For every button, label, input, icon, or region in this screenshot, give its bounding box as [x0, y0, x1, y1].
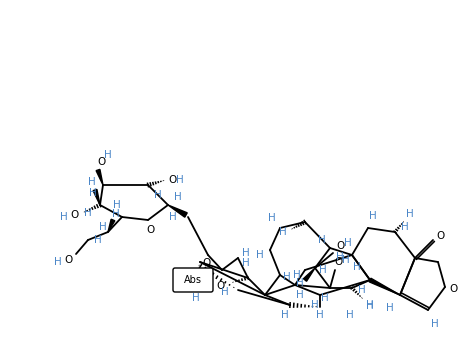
Text: H: H — [366, 300, 374, 310]
Text: H: H — [242, 248, 250, 258]
Text: H: H — [174, 192, 182, 202]
Text: H: H — [88, 177, 96, 187]
Text: H: H — [386, 303, 394, 313]
Text: H: H — [99, 222, 107, 232]
Text: H: H — [406, 209, 414, 219]
Text: O: O — [168, 175, 176, 185]
Text: H: H — [268, 213, 276, 223]
Text: O: O — [70, 210, 78, 220]
Text: H: H — [242, 258, 250, 268]
Text: O: O — [146, 225, 154, 235]
Text: H: H — [319, 265, 327, 275]
Text: H: H — [344, 238, 352, 248]
Polygon shape — [304, 268, 315, 281]
Text: H: H — [296, 278, 304, 288]
Text: H: H — [358, 285, 366, 295]
Text: H: H — [281, 310, 289, 320]
Text: O: O — [449, 284, 457, 294]
Text: O: O — [334, 257, 342, 267]
Text: O: O — [216, 281, 224, 291]
Text: H: H — [192, 293, 200, 303]
Text: H: H — [279, 227, 287, 237]
Text: Abs: Abs — [184, 275, 202, 285]
Polygon shape — [168, 205, 187, 217]
Polygon shape — [93, 189, 100, 205]
Text: H: H — [221, 287, 229, 297]
Text: H: H — [84, 208, 92, 218]
Text: H: H — [316, 310, 324, 320]
Text: H: H — [169, 212, 177, 222]
Polygon shape — [108, 219, 115, 232]
Text: H: H — [104, 150, 112, 160]
FancyBboxPatch shape — [173, 268, 213, 292]
Text: H: H — [154, 190, 162, 200]
Text: O: O — [64, 255, 72, 265]
Text: H: H — [54, 257, 62, 267]
Text: H: H — [342, 255, 350, 265]
Text: H: H — [112, 209, 120, 219]
Text: H: H — [336, 252, 344, 262]
Text: H: H — [206, 281, 214, 291]
Polygon shape — [369, 278, 400, 295]
Text: O: O — [97, 157, 105, 167]
Text: H: H — [431, 319, 439, 329]
Text: H: H — [256, 250, 264, 260]
Text: H: H — [283, 272, 291, 282]
Text: H: H — [401, 222, 409, 232]
Text: O: O — [436, 231, 444, 241]
Text: H: H — [60, 212, 68, 222]
Text: H: H — [321, 293, 329, 303]
Text: H: H — [366, 301, 374, 311]
Text: H: H — [346, 310, 354, 320]
Text: O: O — [202, 258, 210, 268]
Text: H: H — [296, 290, 304, 300]
Text: H: H — [94, 235, 102, 245]
Text: H: H — [318, 235, 326, 245]
Text: H: H — [311, 300, 319, 310]
Text: H: H — [113, 200, 121, 210]
Text: O: O — [336, 241, 344, 251]
Text: H: H — [369, 211, 377, 221]
Polygon shape — [96, 169, 103, 185]
Text: H: H — [89, 188, 97, 198]
Text: H: H — [293, 270, 301, 280]
Text: H: H — [353, 262, 361, 272]
Text: H: H — [176, 175, 184, 185]
